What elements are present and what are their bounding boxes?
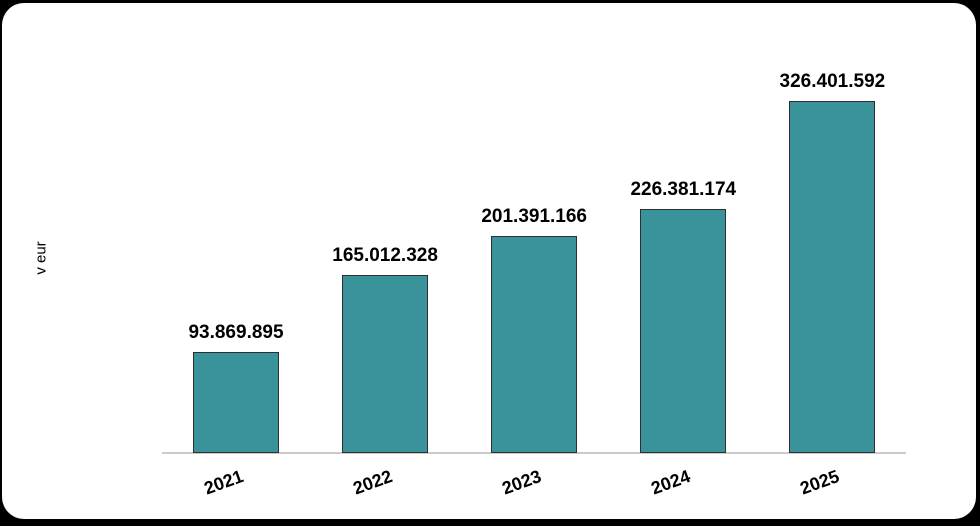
- bar-value-label: 226.381.174: [630, 178, 737, 200]
- x-tick-2025: 2025: [797, 466, 843, 499]
- bar-2021: [193, 351, 279, 453]
- bar-2024: [640, 208, 727, 453]
- x-tick-2021: 2021: [201, 466, 246, 499]
- bar-value-label: 165.012.328: [332, 245, 438, 267]
- x-tick-2024: 2024: [648, 466, 694, 499]
- bar-2022: [342, 275, 429, 453]
- x-tick-2023: 2023: [499, 466, 545, 499]
- bar-value-label: 93.869.895: [188, 321, 284, 343]
- bar-value-label: 201.391.166: [481, 205, 588, 227]
- bar-2023: [491, 235, 578, 453]
- x-axis-line: [162, 452, 906, 454]
- x-tick-2022: 2022: [350, 466, 395, 499]
- y-axis-label: v eur: [32, 241, 50, 275]
- bar-value-label: 326.401.592: [779, 71, 886, 92]
- bar-2025: [789, 101, 876, 453]
